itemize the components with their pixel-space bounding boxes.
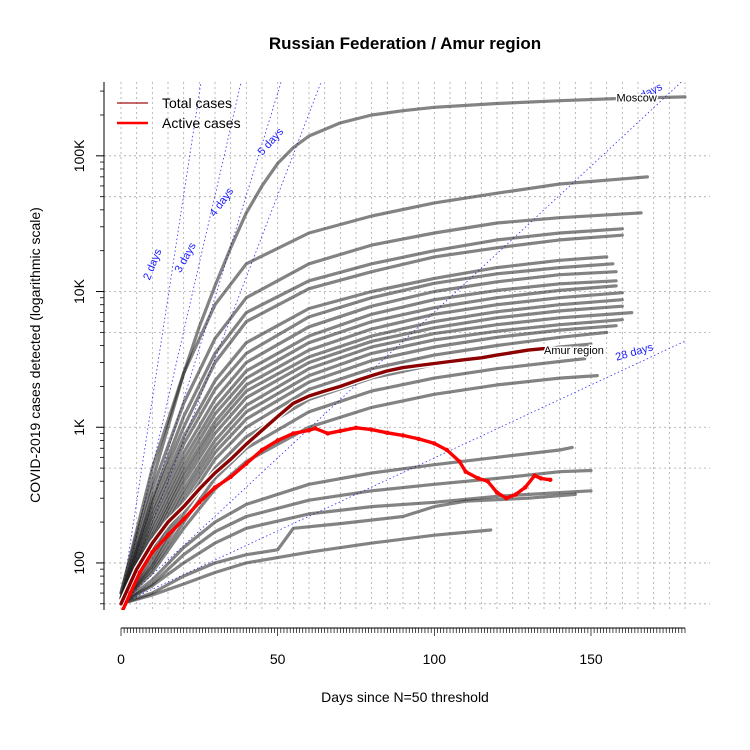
active-cases-point [325, 431, 330, 436]
y-tick-label: 100K [71, 139, 87, 172]
region-line [119, 284, 618, 604]
region-line [119, 227, 624, 600]
region-line [119, 255, 609, 600]
region-line [119, 468, 593, 606]
region-line [119, 304, 624, 605]
active-cases-point [353, 425, 359, 431]
active-cases-point [416, 436, 421, 442]
active-cases-point [538, 476, 544, 481]
region-line [119, 291, 624, 605]
region-line [119, 445, 574, 606]
active-cases-point [197, 500, 202, 505]
x-tick-label: 50 [270, 651, 286, 667]
active-cases-point [338, 428, 343, 434]
region-line [119, 175, 650, 595]
active-cases-point [244, 461, 249, 466]
y-tick-label: 10K [71, 278, 87, 304]
active-cases-point [513, 492, 518, 497]
region-line [119, 262, 615, 604]
active-cases-point [228, 474, 233, 480]
active-cases-point [181, 517, 186, 522]
region-line [119, 528, 493, 606]
chart-title: Russian Federation / Amur region [269, 34, 541, 53]
region-line [119, 311, 634, 605]
region-line [119, 357, 587, 606]
highlight-series [118, 345, 553, 610]
active-cases-point [504, 495, 509, 501]
region-line [119, 492, 577, 606]
legend: Total cases Active cases [117, 95, 241, 131]
active-cases-point [523, 485, 528, 490]
active-cases-point [369, 427, 374, 432]
active-cases-point [463, 469, 468, 474]
active-cases-point [165, 533, 171, 538]
active-cases-point [212, 485, 218, 490]
active-cases-point [385, 430, 390, 435]
y-tick-label: 1K [71, 418, 87, 436]
active-cases-point [476, 476, 481, 481]
active-cases-point [306, 428, 312, 433]
x-tick-label: 150 [579, 651, 603, 667]
active-cases-point [432, 441, 437, 446]
active-cases-point [494, 490, 500, 495]
y-axis-label: COVID-2019 cases detected (logarithmic s… [27, 207, 43, 503]
legend-label-total: Total cases [162, 95, 232, 111]
region-line [119, 298, 624, 605]
active-cases-point [457, 459, 462, 464]
active-cases-point [313, 426, 318, 431]
active-cases-point [137, 570, 142, 575]
active-cases-point [275, 438, 280, 443]
total-cases-line [119, 346, 546, 606]
active-cases-point [444, 447, 450, 453]
legend-label-active: Active cases [162, 115, 241, 131]
active-cases-point [150, 549, 155, 555]
region-line [119, 211, 643, 600]
active-cases-point [485, 479, 490, 484]
active-cases-point [291, 431, 296, 436]
region-line [119, 233, 624, 600]
region-line [119, 279, 618, 604]
active-cases-point [400, 433, 406, 438]
x-tick-label: 0 [117, 651, 125, 667]
line-annotation: Amur region [544, 345, 604, 357]
x-axis-label: Days since N=50 threshold [321, 689, 489, 705]
region-line [119, 489, 593, 606]
region-line [119, 374, 599, 606]
region-line [119, 270, 618, 604]
doubling-line [120, 82, 282, 604]
active-cases-point [259, 447, 265, 453]
active-cases-point [548, 477, 553, 482]
x-tick-label: 100 [423, 651, 447, 667]
axes: 100 1K 10K 100K 0 50 100 150 [71, 82, 686, 667]
active-cases-point [532, 473, 537, 478]
line-annotation: Moscow [616, 92, 656, 104]
region-line [119, 330, 609, 606]
active-cases-point [128, 590, 133, 596]
y-tick-label: 100 [71, 551, 87, 575]
